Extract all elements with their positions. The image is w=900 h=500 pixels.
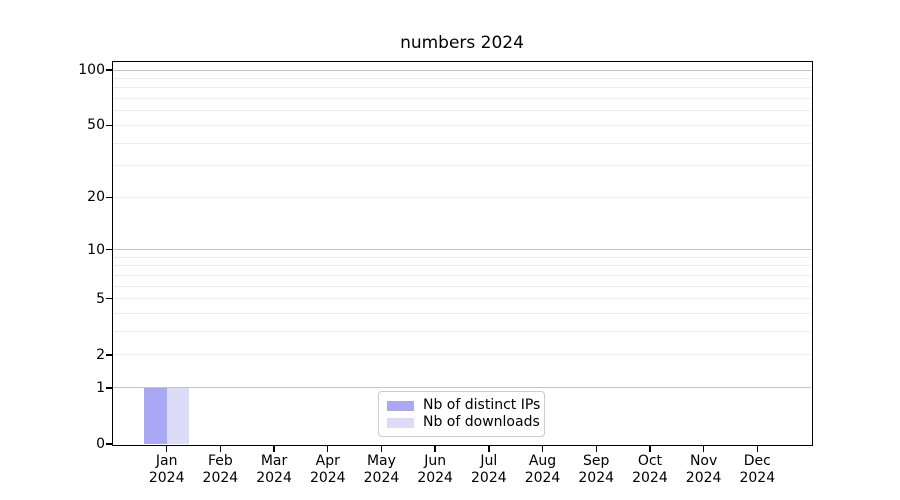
gridline-minor: [113, 98, 811, 100]
x-tick-mark: [649, 445, 651, 452]
y-tick-mark: [106, 124, 112, 127]
gridline-minor: [113, 285, 811, 287]
gridline-major: [113, 249, 811, 251]
gridline-minor: [113, 165, 811, 167]
gridline-minor: [113, 256, 811, 258]
gridline-minor: [113, 124, 811, 126]
x-tick-mark: [488, 445, 490, 452]
x-tick-year: 2024: [417, 470, 453, 486]
x-tick-month: Aug: [528, 453, 557, 469]
y-tick-label: 100: [78, 62, 105, 78]
x-tick-label: Jan 2024: [137, 453, 197, 487]
x-tick-month: Sep: [583, 453, 610, 469]
plot-area: Nb of distinct IPs Nb of downloads: [111, 60, 813, 446]
gridline-major: [113, 69, 811, 71]
x-tick-year: 2024: [632, 470, 668, 486]
legend: Nb of distinct IPs Nb of downloads: [378, 391, 545, 437]
gridline-major: [113, 387, 811, 389]
legend-swatch-distinct-ips: [387, 400, 414, 411]
y-tick-mark: [106, 69, 112, 71]
x-tick-month: Jul: [480, 453, 498, 469]
y-tick-label: 20: [87, 189, 105, 206]
x-tick-mark: [380, 445, 383, 452]
x-tick-year: 2024: [148, 470, 185, 486]
x-tick-label: Aug 2024: [513, 453, 573, 487]
gridline-minor: [113, 77, 811, 79]
x-tick-month: Jan: [155, 453, 178, 469]
x-tick-label: Oct 2024: [620, 453, 680, 487]
chart-title: numbers 2024: [400, 33, 524, 53]
x-tick-year: 2024: [524, 470, 561, 486]
x-tick-label: Mar 2024: [244, 453, 304, 487]
x-tick-label: May 2024: [351, 453, 411, 487]
gridline-minor: [113, 265, 811, 267]
x-tick-month: Mar: [260, 453, 288, 469]
y-tick-mark: [106, 443, 112, 445]
x-tick-month: Jun: [424, 453, 447, 469]
legend-label: Nb of downloads: [423, 414, 540, 430]
legend-swatch-downloads: [387, 417, 414, 428]
x-tick-year: 2024: [685, 470, 722, 486]
gridline-minor: [113, 274, 811, 276]
x-tick-label: Nov 2024: [674, 453, 734, 487]
x-tick-year: 2024: [202, 470, 239, 486]
gridline-minor: [113, 142, 811, 144]
x-tick-mark: [434, 445, 436, 452]
x-tick-year: 2024: [578, 470, 615, 486]
gridline-minor: [113, 354, 811, 356]
x-tick-label: Apr 2024: [298, 453, 358, 487]
y-tick-mark: [106, 387, 112, 389]
y-tick-mark: [106, 248, 112, 251]
y-tick-mark: [106, 196, 112, 198]
y-tick-label: 10: [87, 241, 105, 258]
gridline-minor: [113, 298, 811, 300]
x-tick-mark: [327, 445, 329, 452]
x-tick-month: Nov: [689, 453, 718, 469]
gridline-minor: [113, 331, 811, 333]
y-tick-mark: [106, 298, 112, 300]
gridline-minor: [113, 313, 811, 315]
x-tick-label: Sep 2024: [566, 453, 626, 487]
x-tick-month: May: [366, 453, 396, 469]
x-tick-mark: [595, 445, 597, 452]
legend-entry: Nb of downloads: [387, 414, 540, 431]
x-tick-year: 2024: [363, 470, 400, 486]
x-tick-year: 2024: [256, 470, 292, 486]
x-tick-month: Oct: [637, 453, 663, 469]
legend-entry: Nb of distinct IPs: [387, 397, 540, 414]
x-tick-month: Feb: [207, 453, 233, 469]
legend-label: Nb of distinct IPs: [423, 397, 541, 413]
x-tick-mark: [756, 445, 758, 452]
x-tick-mark: [541, 445, 544, 452]
x-tick-label: Jul 2024: [459, 453, 519, 487]
y-tick-mark: [106, 354, 112, 356]
x-tick-year: 2024: [471, 470, 507, 486]
y-tick-label: 5: [96, 290, 105, 307]
x-tick-label: Dec 2024: [727, 453, 787, 487]
bar-downloads: [166, 387, 190, 444]
y-tick-label: 50: [87, 117, 105, 134]
x-tick-mark: [273, 445, 275, 452]
x-tick-label: Jun 2024: [405, 453, 465, 487]
bar-distinct-ips: [144, 387, 167, 444]
gridline-minor: [113, 196, 811, 198]
x-tick-mark: [165, 445, 168, 452]
x-tick-mark: [702, 445, 705, 452]
x-tick-month: Dec: [743, 453, 771, 469]
y-tick-label: 0: [96, 436, 105, 452]
y-tick-label: 2: [96, 346, 105, 363]
x-tick-month: Apr: [315, 453, 340, 469]
gridline-minor: [113, 87, 811, 89]
x-tick-year: 2024: [739, 470, 776, 486]
x-tick-label: Feb 2024: [190, 453, 250, 487]
x-tick-mark: [219, 445, 222, 452]
x-tick-year: 2024: [309, 470, 346, 486]
y-tick-label: 1: [96, 379, 105, 396]
gridline-minor: [113, 110, 811, 112]
